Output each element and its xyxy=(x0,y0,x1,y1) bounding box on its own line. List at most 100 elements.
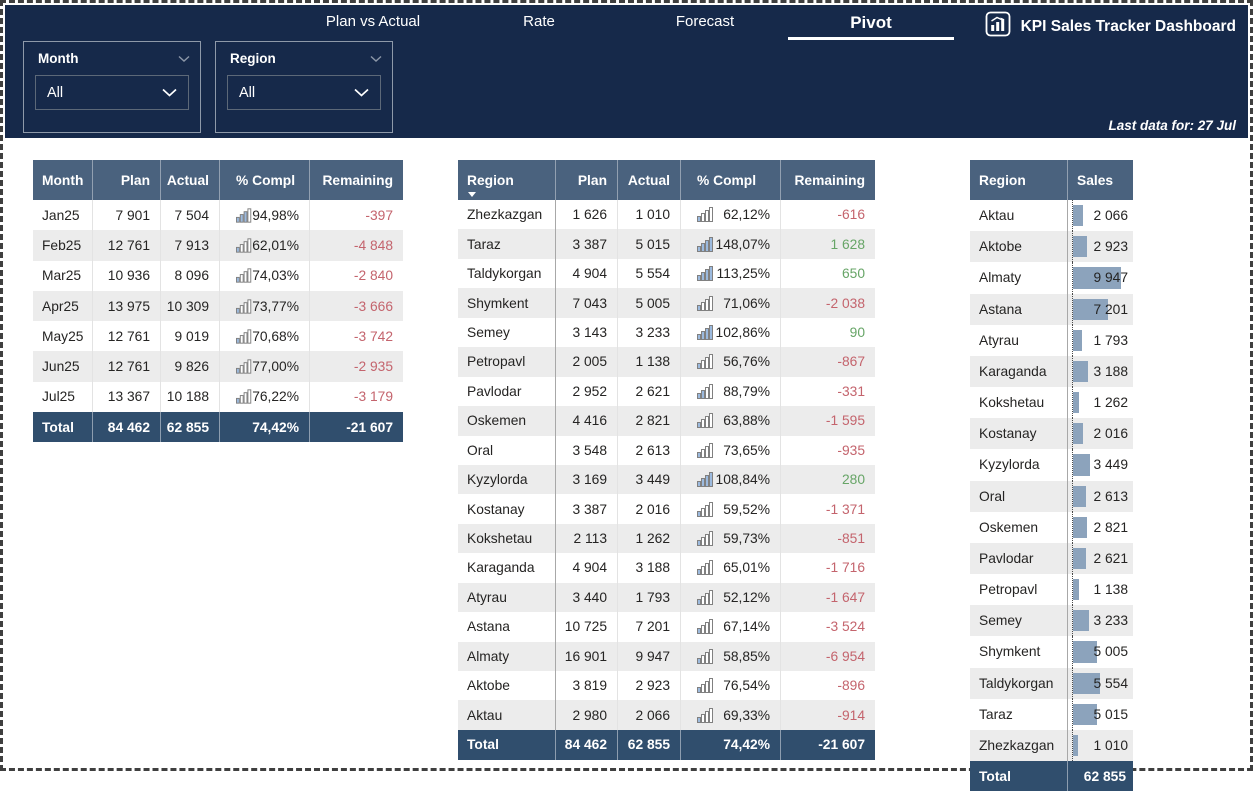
column-header-label: Region xyxy=(979,172,1026,188)
table-row[interactable]: Aktobe 2 923 xyxy=(970,231,1133,263)
table-row[interactable]: Zhezkazgan 1 010 xyxy=(970,729,1133,762)
region-table-header: Region Plan Actual % Compl Remaining xyxy=(458,160,875,200)
column-header--compl[interactable]: % Compl xyxy=(220,160,310,200)
table-row[interactable]: Jan25 7 901 7 504 94,98% -397 xyxy=(33,200,403,231)
table-row[interactable]: Shymkent 7 043 5 005 71,06% -2 038 xyxy=(458,288,875,318)
table-row[interactable]: Jul25 13 367 10 188 76,22% -3 179 xyxy=(33,381,403,413)
remaining-cell: -914 xyxy=(837,707,865,723)
month-slicer-dropdown[interactable]: All xyxy=(35,75,189,110)
table-row[interactable]: Mar25 10 936 8 096 74,03% -2 840 xyxy=(33,260,403,291)
table-row[interactable]: Oskemen 4 416 2 821 63,88% -1 595 xyxy=(458,406,875,436)
kpi-bars-icon xyxy=(697,589,713,605)
table-row[interactable]: Kostanay 2 016 xyxy=(970,418,1133,450)
kpi-bars-icon xyxy=(697,707,713,723)
pct-compl-cell: 62,12% xyxy=(681,200,781,230)
table-row[interactable]: Petropavl 2 005 1 138 56,76% -867 xyxy=(458,347,875,377)
table-row[interactable]: Atyrau 3 440 1 793 52,12% -1 647 xyxy=(458,582,875,613)
remaining-cell: -851 xyxy=(837,531,865,547)
table-row[interactable]: Oral 3 548 2 613 73,65% -935 xyxy=(458,435,875,465)
region-label-cell: Zhezkazgan xyxy=(970,729,1068,762)
bar-axis-line xyxy=(1072,480,1073,512)
table-row[interactable]: Zhezkazgan 1 626 1 010 62,12% -616 xyxy=(458,200,875,230)
remaining-cell: -397 xyxy=(365,207,393,223)
table-row[interactable]: Taraz 3 387 5 015 148,07% 1 628 xyxy=(458,229,875,259)
table-row[interactable]: Kyzylorda 3 169 3 449 108,84% 280 xyxy=(458,464,875,495)
column-header-remaining[interactable]: Remaining xyxy=(310,160,403,200)
table-row[interactable]: Pavlodar 2 952 2 621 88,79% -331 xyxy=(458,376,875,407)
table-row[interactable]: Jun25 12 761 9 826 77,00% -2 935 xyxy=(33,351,403,382)
month-slicer-value: All xyxy=(47,84,64,101)
total-label-cell: Total xyxy=(970,761,1068,791)
tab-plan-vs-actual[interactable]: Plan vs Actual xyxy=(325,13,421,30)
table-row[interactable]: May25 12 761 9 019 70,68% -3 742 xyxy=(33,321,403,352)
bar-axis-line xyxy=(1072,698,1073,730)
region-slicer-dropdown[interactable]: All xyxy=(227,75,381,110)
bar-axis-line xyxy=(1072,355,1073,388)
region-label-cell: Semey xyxy=(970,605,1068,637)
table-row[interactable]: Kyzylorda 3 449 xyxy=(970,449,1133,481)
table-row[interactable]: Kokshetau 2 113 1 262 59,73% -851 xyxy=(458,523,875,554)
tab-forecast[interactable]: Forecast xyxy=(675,13,735,30)
data-bar xyxy=(1073,579,1079,601)
pct-compl-cell: 77,00% xyxy=(220,351,310,382)
table-row[interactable]: Oskemen 2 821 xyxy=(970,511,1133,543)
table-row[interactable]: Almaty 9 947 xyxy=(970,262,1133,294)
column-header-region[interactable]: Region xyxy=(458,160,556,200)
table-row[interactable]: Aktobe 3 819 2 923 76,54% -896 xyxy=(458,671,875,701)
table-row[interactable]: Semey 3 143 3 233 102,86% 90 xyxy=(458,317,875,348)
month-label-cell: Jan25 xyxy=(33,200,93,231)
column-header-label: Actual xyxy=(627,172,670,188)
table-row[interactable]: Karaganda 4 904 3 188 65,01% -1 716 xyxy=(458,553,875,583)
table-row[interactable]: Feb25 12 761 7 913 62,01% -4 848 xyxy=(33,230,403,261)
remaining-cell: -2 038 xyxy=(825,295,865,311)
table-row[interactable]: Shymkent 5 005 xyxy=(970,636,1133,668)
column-header-plan[interactable]: Plan xyxy=(93,160,161,200)
column-header-actual[interactable]: Actual xyxy=(618,160,681,200)
column-header--compl[interactable]: % Compl xyxy=(681,160,781,200)
column-header-month[interactable]: Month xyxy=(33,160,93,200)
actual-cell: 2 613 xyxy=(618,435,681,465)
region-label-cell: Zhezkazgan xyxy=(458,200,556,230)
pct-compl-cell: 94,98% xyxy=(220,200,310,231)
remaining-cell: -2 935 xyxy=(353,359,393,375)
column-header-sales[interactable]: Sales xyxy=(1068,160,1133,200)
table-row[interactable]: Petropavl 1 138 xyxy=(970,574,1133,606)
region-label-cell: Kyzylorda xyxy=(970,449,1068,481)
table-row[interactable]: Kokshetau 1 262 xyxy=(970,387,1133,419)
table-row[interactable]: Karaganda 3 188 xyxy=(970,355,1133,388)
region-label-cell: Petropavl xyxy=(458,347,556,377)
table-row[interactable]: Taldykorgan 4 904 5 554 113,25% 650 xyxy=(458,258,875,289)
table-row[interactable]: Almaty 16 901 9 947 58,85% -6 954 xyxy=(458,641,875,671)
region-slicer-header[interactable]: Region xyxy=(216,42,392,66)
column-header-region[interactable]: Region xyxy=(970,160,1068,200)
remaining-cell: -3 742 xyxy=(353,328,393,344)
table-row[interactable]: Astana 10 725 7 201 67,14% -3 524 xyxy=(458,612,875,642)
column-header-remaining[interactable]: Remaining xyxy=(781,160,875,200)
table-row[interactable]: Oral 2 613 xyxy=(970,480,1133,512)
table-row[interactable]: Astana 7 201 xyxy=(970,293,1133,325)
top-navigation-bar: Plan vs Actual Rate Forecast Pivot KPI Sale… xyxy=(5,5,1248,138)
actual-cell: 2 621 xyxy=(618,376,681,407)
actual-cell: 5 554 xyxy=(618,258,681,289)
table-row[interactable]: Pavlodar 2 621 xyxy=(970,542,1133,575)
table-row[interactable]: Aktau 2 066 xyxy=(970,200,1133,232)
remaining-cell: -1 716 xyxy=(825,560,865,576)
column-header-label: % Compl xyxy=(697,172,757,188)
table-row[interactable]: Taraz 5 015 xyxy=(970,698,1133,730)
plan-cell: 3 387 xyxy=(556,229,618,259)
table-row[interactable]: Atyrau 1 793 xyxy=(970,324,1133,356)
pct-value: 94,98% xyxy=(252,207,299,223)
table-row[interactable]: Taldykorgan 5 554 xyxy=(970,667,1133,699)
table-row[interactable]: Kostanay 3 387 2 016 59,52% -1 371 xyxy=(458,494,875,524)
kpi-bars-icon xyxy=(697,354,713,370)
table-row[interactable]: Apr25 13 975 10 309 73,77% -3 666 xyxy=(33,290,403,322)
last-data-label: Last data for: 27 Jul xyxy=(1108,118,1236,133)
month-slicer-header[interactable]: Month xyxy=(24,42,200,66)
column-header-plan[interactable]: Plan xyxy=(556,160,618,200)
column-header-actual[interactable]: Actual xyxy=(161,160,220,200)
table-row[interactable]: Aktau 2 980 2 066 69,33% -914 xyxy=(458,700,875,730)
tab-pivot[interactable]: Pivot xyxy=(788,9,954,40)
table-row[interactable]: Semey 3 233 xyxy=(970,605,1133,637)
data-bar xyxy=(1073,547,1086,570)
tab-rate[interactable]: Rate xyxy=(523,13,555,30)
